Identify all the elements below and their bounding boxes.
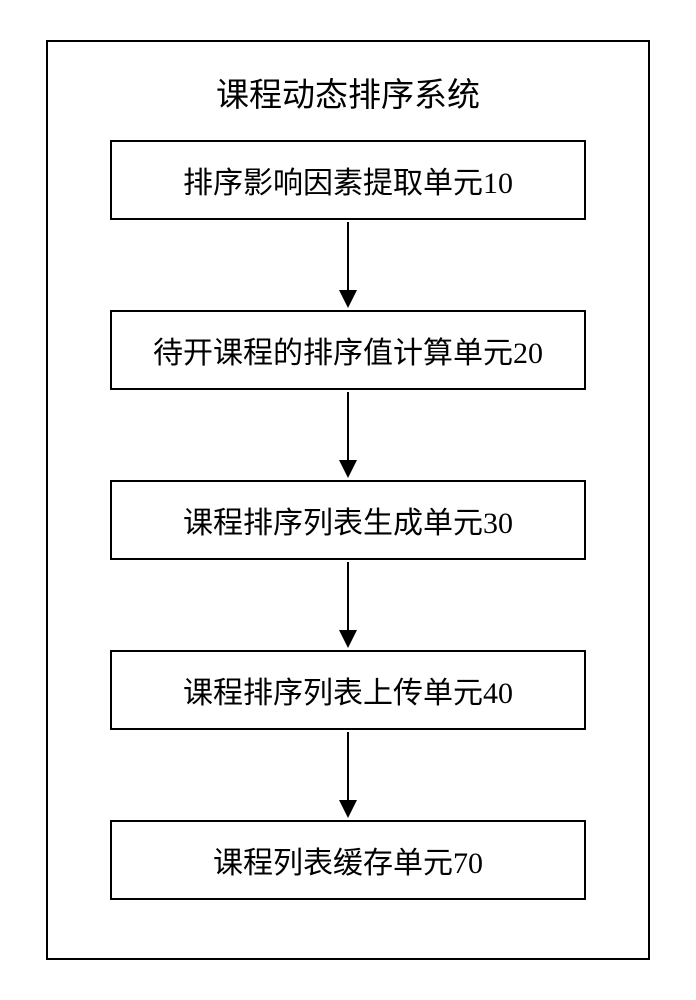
flowchart-edge xyxy=(347,222,349,292)
flowchart-node: 排序影响因素提取单元10 xyxy=(110,140,586,220)
flowchart-edge xyxy=(347,732,349,802)
flowchart-node-label: 课程排序列表上传单元40 xyxy=(183,668,513,712)
flowchart-node-label: 待开课程的排序值计算单元20 xyxy=(153,328,543,372)
flowchart-node: 待开课程的排序值计算单元20 xyxy=(110,310,586,390)
flowchart-node-label: 课程排序列表生成单元30 xyxy=(183,498,513,542)
arrow-down-icon xyxy=(339,800,357,818)
flowchart-edge xyxy=(347,562,349,632)
flowchart-node-label: 课程列表缓存单元70 xyxy=(213,838,483,882)
flowchart-edge xyxy=(347,392,349,462)
flowchart-node: 课程排序列表上传单元40 xyxy=(110,650,586,730)
flowchart-node: 课程列表缓存单元70 xyxy=(110,820,586,900)
arrow-down-icon xyxy=(339,460,357,478)
flowchart-node: 课程排序列表生成单元30 xyxy=(110,480,586,560)
arrow-down-icon xyxy=(339,630,357,648)
arrow-down-icon xyxy=(339,290,357,308)
flowchart-node-label: 排序影响因素提取单元10 xyxy=(183,158,513,202)
diagram-title: 课程动态排序系统 xyxy=(0,68,696,116)
